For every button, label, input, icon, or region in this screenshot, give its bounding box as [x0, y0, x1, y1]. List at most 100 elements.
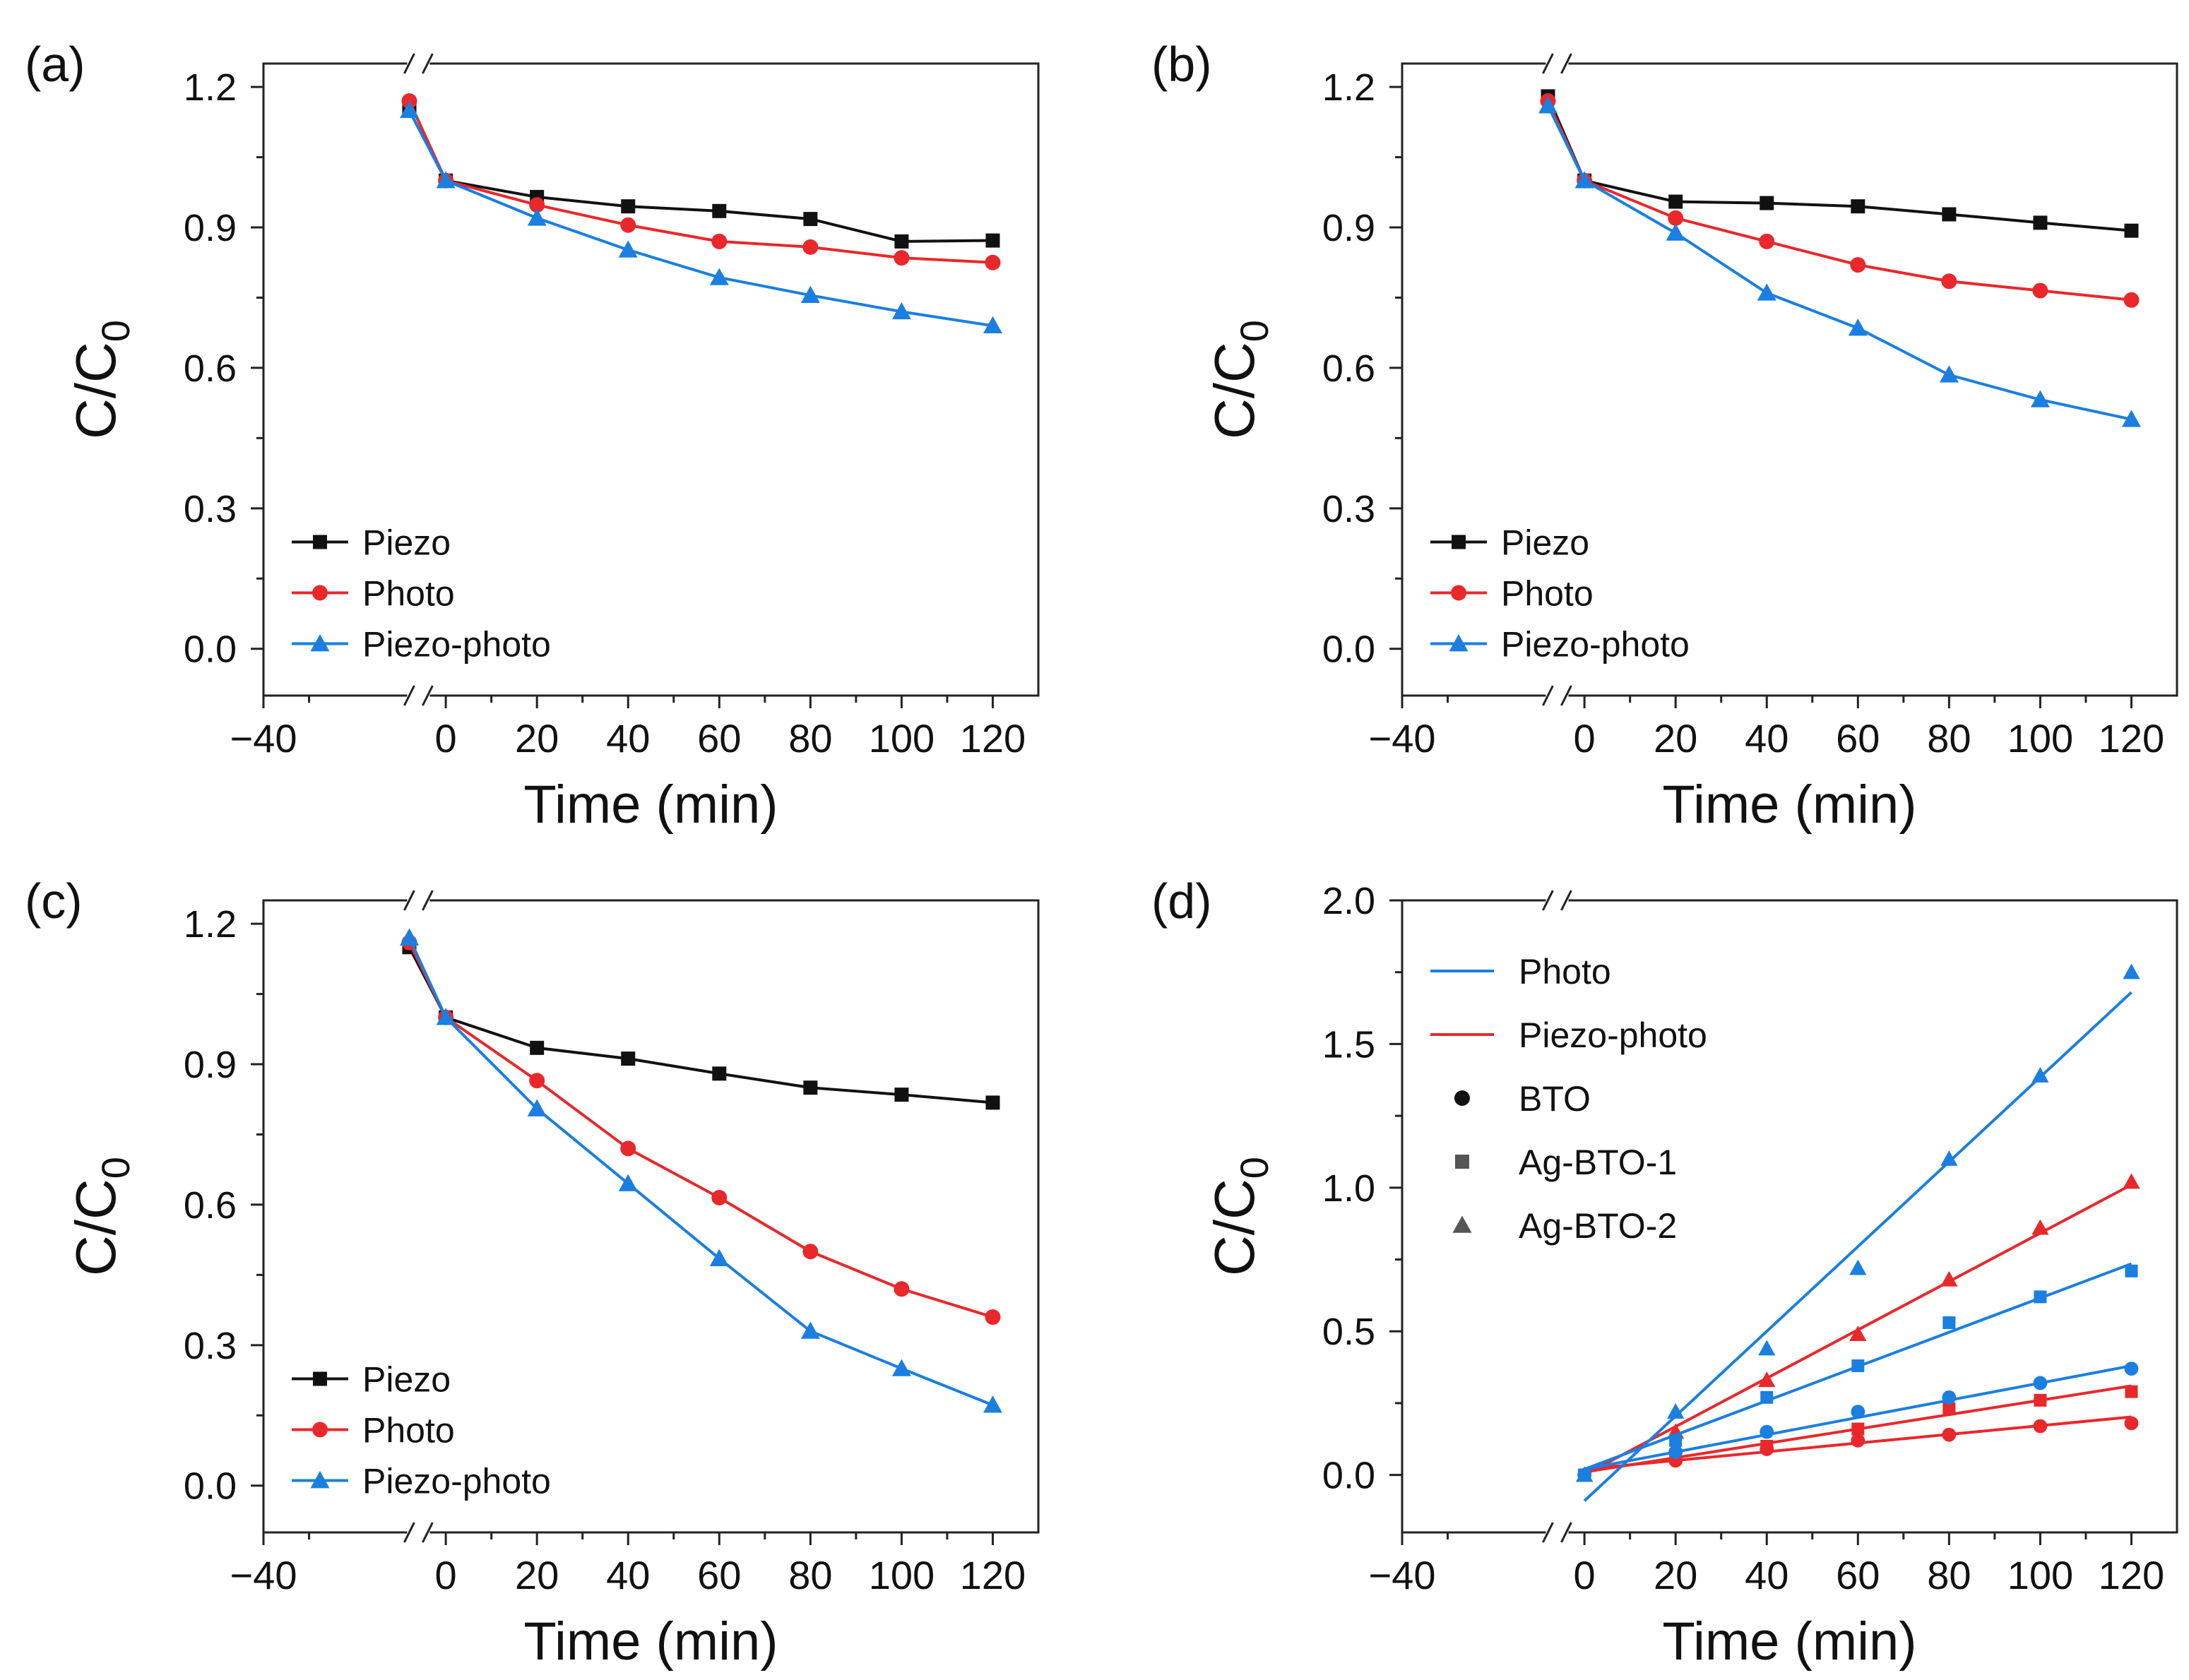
axis-break-gap: [1546, 691, 1569, 700]
data-point: [2125, 1264, 2138, 1277]
plot-frame: [262, 899, 1040, 1534]
data-point: [2030, 390, 2050, 407]
data-point: [1942, 1390, 1957, 1405]
series-line: [408, 941, 994, 1318]
x-tick-label: −40: [230, 716, 297, 761]
series-line: [1546, 95, 2132, 232]
axis-break-gap: [1546, 896, 1569, 905]
legend-marker: [1455, 1155, 1469, 1169]
data-point: [1850, 257, 1866, 273]
series-piezo-photo: [399, 928, 1002, 1413]
axis-break-mark: [403, 1522, 415, 1543]
series-line: [408, 937, 994, 1407]
data-point: [1759, 233, 1775, 249]
chart-panel-a: (a) −40 0 20 40 60 80 100 120 0.0 0.3 0.6 0.9 1.2 Time…: [25, 37, 1040, 835]
x-tick-label: 60: [1836, 1553, 1880, 1597]
axis-break-mark: [403, 890, 415, 911]
x-axis-title: Time (min): [523, 1612, 778, 1672]
axis-break-mark: [1560, 53, 1572, 74]
data-point: [2033, 1419, 2048, 1434]
data-point: [1760, 1424, 1774, 1439]
data-point: [1669, 1434, 1683, 1447]
axis-break-mark: [422, 53, 434, 74]
series-piezo-photo: [1538, 96, 2141, 427]
data-point: [2034, 1290, 2047, 1304]
y-tick-label: 2.0: [1322, 880, 1375, 922]
data-point: [891, 302, 911, 320]
y-tick-label: 0.3: [1322, 488, 1375, 530]
data-point: [1940, 1150, 1958, 1166]
x-tick-label: 20: [1654, 716, 1697, 761]
panel-label: (d): [1151, 874, 1212, 929]
plot-frame: [1401, 899, 2178, 1534]
data-point: [620, 1140, 636, 1157]
data-point: [894, 234, 909, 249]
data-point: [436, 1008, 456, 1025]
data-point: [2033, 215, 2048, 230]
data-point: [709, 268, 729, 285]
data-point: [1574, 171, 1594, 189]
axis-break-mark: [422, 890, 434, 911]
data-point: [1760, 196, 1774, 210]
y-tick-label: 0.9: [184, 1044, 237, 1086]
data-point: [1851, 199, 1865, 214]
y-axis-title-main: C/C: [1203, 342, 1266, 439]
y-tick-label: 0.5: [1322, 1311, 1375, 1353]
data-point: [1940, 1270, 1958, 1287]
axis-break-mark: [403, 685, 415, 706]
data-point: [803, 212, 818, 227]
x-tick-label: 80: [788, 716, 832, 761]
y-tick-label: 0.6: [1322, 347, 1375, 390]
series-line: [408, 109, 993, 328]
legend-marker: [313, 1371, 327, 1386]
legend-marker: [310, 1471, 330, 1489]
axis-break-mark: [422, 685, 434, 706]
y-tick-label: 1.2: [1322, 66, 1375, 109]
data-point: [529, 197, 545, 213]
x-tick-label: 0: [1574, 1553, 1596, 1597]
y-tick-label: 0.9: [1322, 207, 1375, 249]
data-point: [618, 240, 638, 258]
legend-label: Ag-BTO-2: [1519, 1206, 1677, 1246]
data-point: [1666, 223, 1685, 241]
x-tick-label: 120: [2099, 1553, 2164, 1597]
x-tick-label: 20: [515, 1553, 559, 1597]
data-point: [1942, 207, 1957, 222]
data-point: [1668, 1445, 1683, 1459]
x-tick-label: −40: [1369, 1553, 1436, 1597]
y-tick-label: 0.0: [1322, 1455, 1375, 1497]
series-photo: [1540, 93, 2140, 308]
series-line: [1546, 100, 2132, 302]
data-point: [983, 1395, 1002, 1413]
data-point: [2034, 1393, 2047, 1407]
legend-marker: [310, 634, 330, 652]
data-point: [527, 208, 547, 226]
y-tick-label: 0.6: [184, 1184, 237, 1227]
data-point: [2123, 1173, 2140, 1189]
axis-break-mark: [403, 53, 415, 74]
chart-panel-d: (d) −40 0 20 40 60 80 100 120 0.0 0.5 1.0 1.5 2.0 Time…: [1151, 874, 2178, 1672]
x-tick-label: 60: [697, 716, 741, 761]
axis-break-gap: [1546, 59, 1569, 68]
legend-marker: [1452, 535, 1466, 549]
data-point: [711, 233, 728, 249]
panel-label: (a): [25, 37, 85, 92]
data-point: [620, 217, 636, 233]
axis-break-mark: [1542, 685, 1554, 706]
data-point: [800, 1321, 820, 1339]
data-point: [1575, 1466, 1594, 1482]
data-point: [803, 1080, 818, 1095]
legend-marker: [1452, 1215, 1472, 1233]
data-point: [985, 1309, 1001, 1325]
data-point: [1538, 96, 1558, 114]
data-point: [891, 1359, 911, 1376]
data-point: [1760, 1390, 1774, 1404]
plot-frame: [1401, 62, 2178, 697]
axis-break-gap: [407, 1528, 430, 1537]
x-axis-title: Time (min): [523, 775, 778, 835]
axis-break-mark: [1560, 1522, 1572, 1543]
data-point: [894, 1088, 909, 1102]
data-point: [1851, 1422, 1865, 1436]
series-piezo-photo-ag-bto-2: [1575, 963, 2140, 1502]
